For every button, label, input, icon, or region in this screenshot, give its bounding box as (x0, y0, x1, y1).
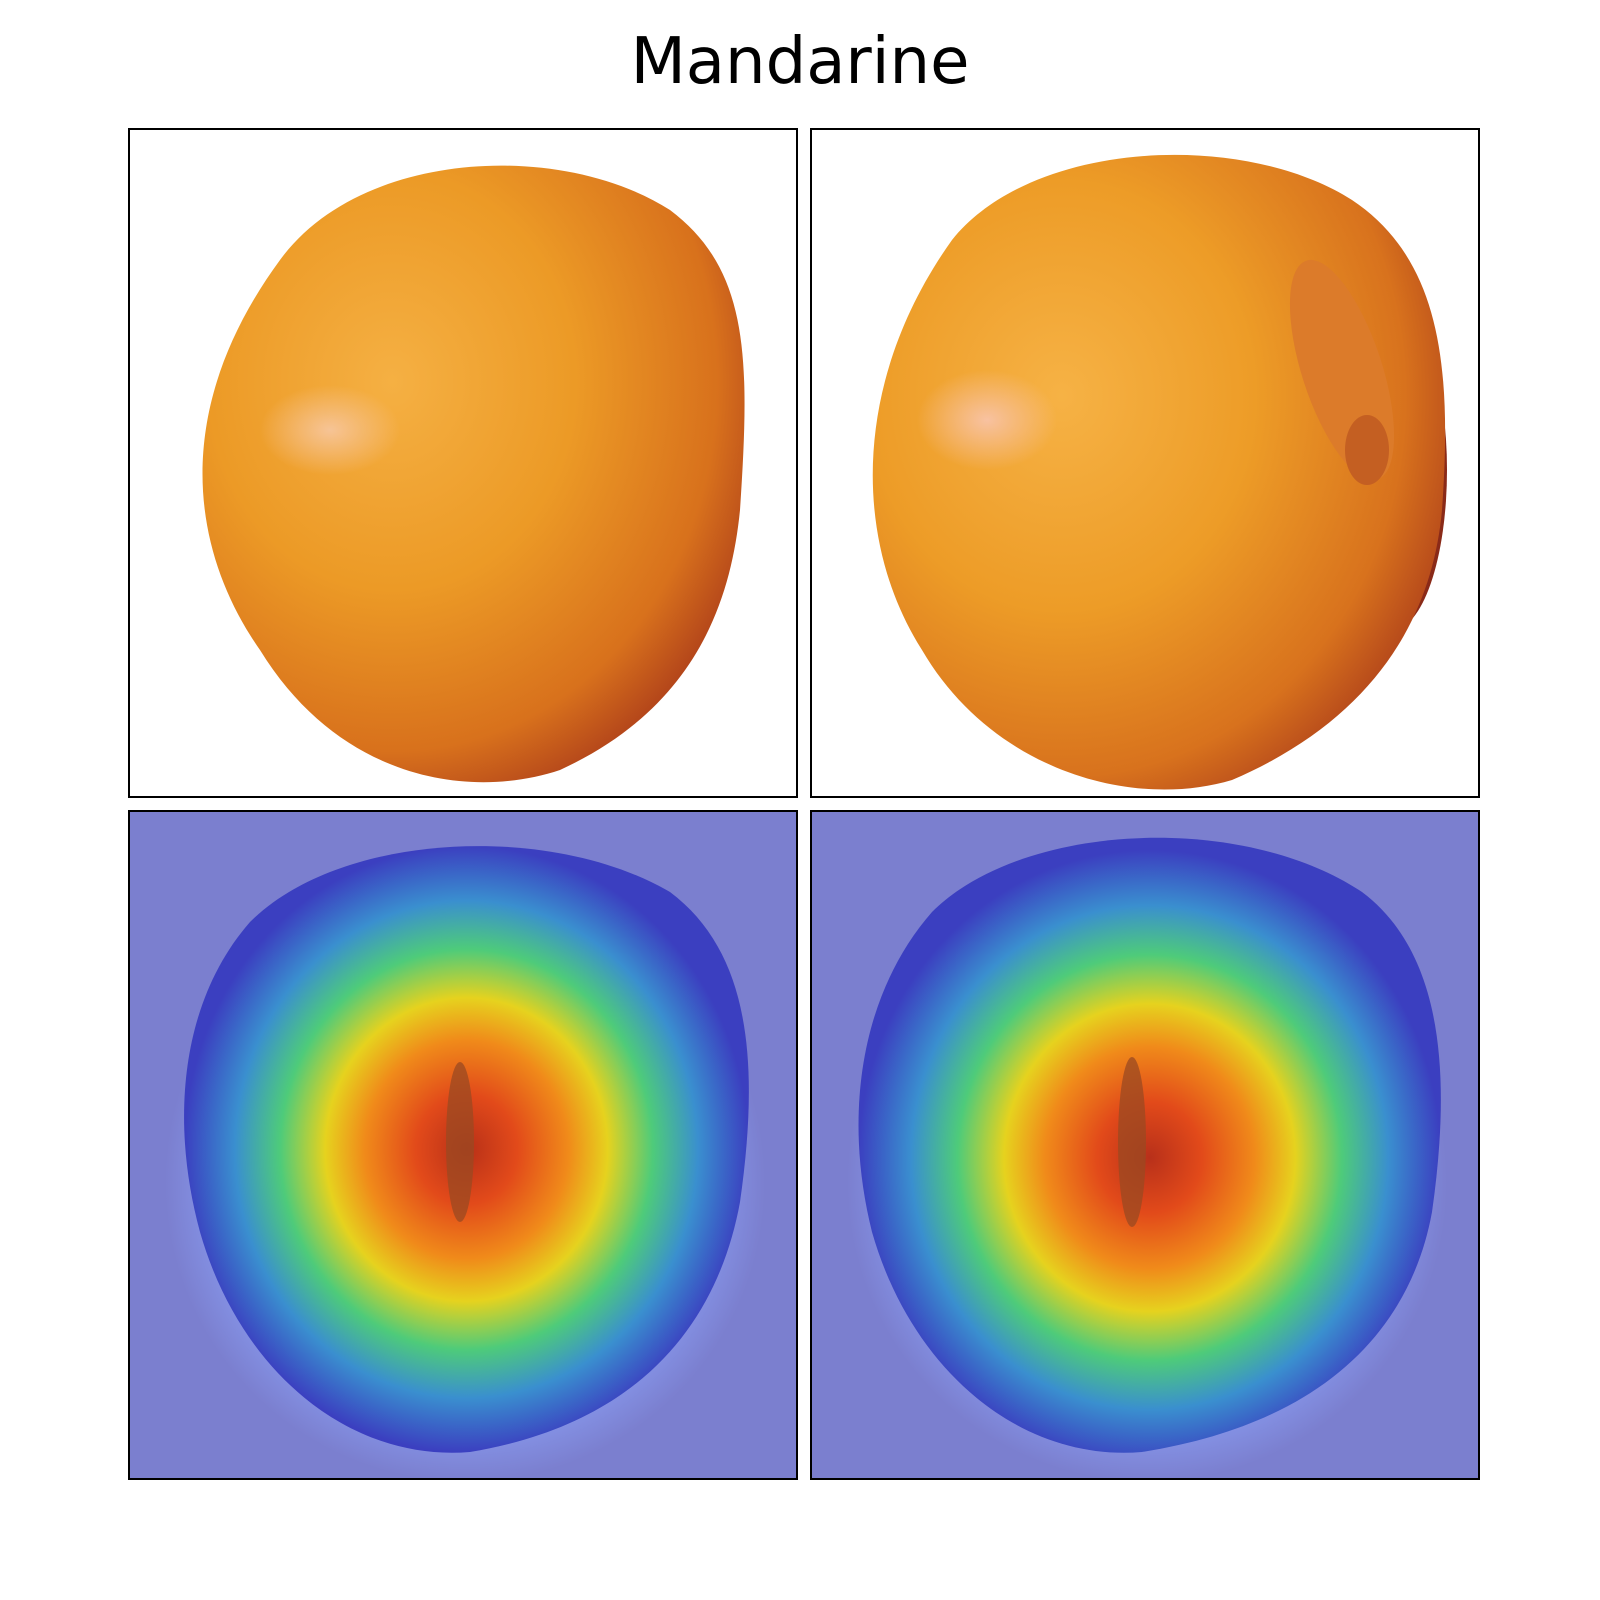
heatmap-panel-2 (810, 810, 1480, 1480)
mandarine-photo-2 (872, 154, 1447, 790)
figure-title: Mandarine (630, 25, 970, 99)
mandarine-photo-1 (202, 165, 745, 783)
heatmap-panel-1 (128, 810, 798, 1480)
heatmap-overlay-1 (165, 846, 765, 1478)
photo-panel-1 (128, 128, 798, 798)
photo-panel-2 (810, 128, 1480, 798)
heatmap-overlay-2 (847, 837, 1447, 1478)
